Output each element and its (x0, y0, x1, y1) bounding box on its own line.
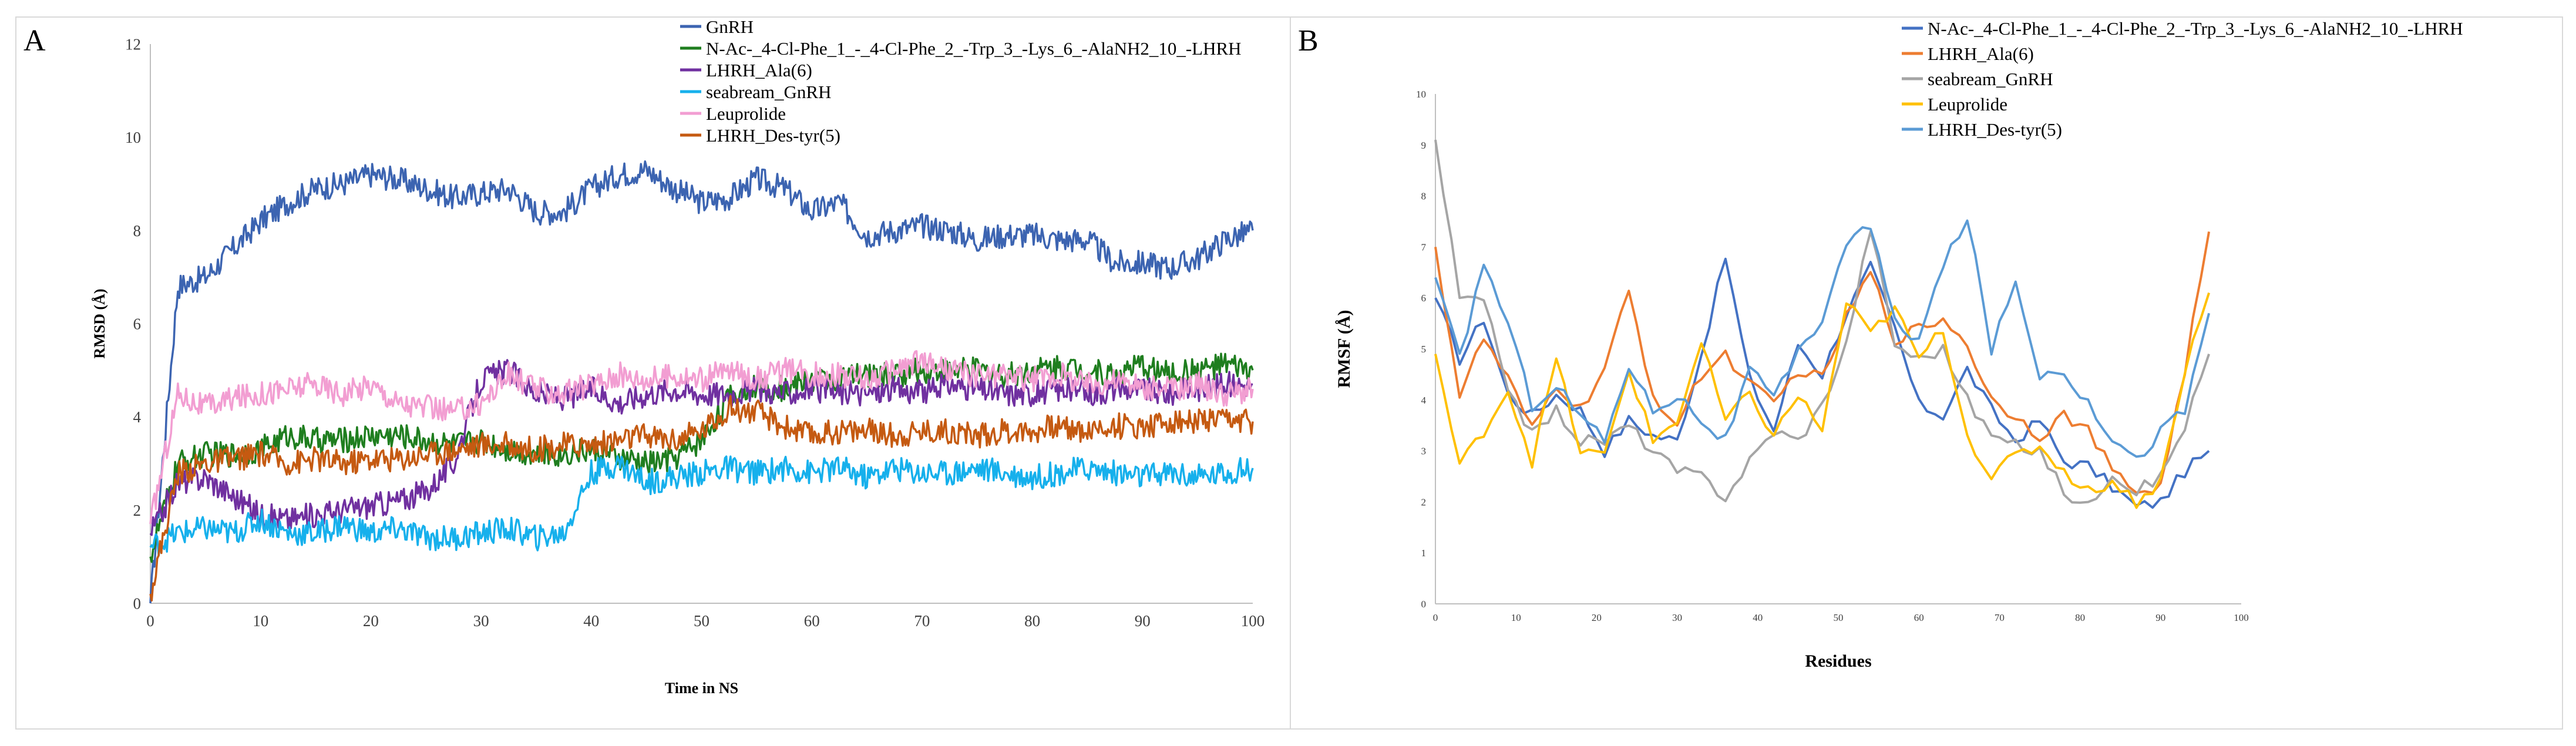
x-tick-label: 50 (694, 612, 709, 630)
x-tick-label: 90 (1135, 612, 1151, 630)
x-axis-label: Residues (1805, 651, 1871, 671)
y-tick-label: 5 (1421, 344, 1427, 355)
x-tick-label: 0 (146, 612, 154, 630)
rmsf-chart: 0 10 20 30 40 50 60 70 80 90 100 0 1 2 3 4 5 6 7 8 9 10 Residu… (1334, 18, 2463, 671)
x-axis-label: Time in NS (665, 680, 738, 697)
y-tick-label: 2 (133, 502, 142, 519)
x-tick-label: 30 (1672, 612, 1682, 623)
series-line-seabream-gnrh (149, 455, 1254, 557)
x-tick-label: 10 (1511, 612, 1521, 623)
x-tick-label: 60 (1914, 612, 1924, 623)
y-tick-label: 4 (133, 408, 142, 426)
y-tick-label: 4 (1421, 395, 1427, 406)
x-tick-label: 70 (914, 612, 930, 630)
series-line-leuprolide (149, 350, 1254, 525)
y-tick-label: 7 (1421, 241, 1427, 253)
legend-entry: seabream_GnRH (1928, 69, 2053, 89)
series-line-n-ac-4-cl-phe-1-4-cl-phe-2-trp-3-lys-6-alanh2-10-lhrh (149, 352, 1254, 563)
legend-entry: N-Ac-_4-Cl-Phe_1_-_4-Cl-Phe_2_-Trp_3_-Ly… (706, 38, 1242, 59)
x-tick-label: 40 (1753, 612, 1763, 623)
legend-entry: seabream_GnRH (706, 82, 832, 102)
y-tick-label: 8 (1421, 191, 1427, 202)
series-line-lhrh-ala-6- (1434, 231, 2211, 494)
series-line-gnrh (149, 160, 1254, 604)
x-tick-label: 100 (2234, 612, 2249, 623)
x-tick-label: 20 (1592, 612, 1602, 623)
x-tick-label: 90 (2155, 612, 2165, 623)
legend-entry: LHRH_Ala(6) (706, 60, 812, 80)
panel-a: A 0 10 20 30 40 50 60 70 80 90 100 0 2 4 6 8 10 12 Time in… (15, 16, 1291, 730)
x-tick-label: 80 (1024, 612, 1040, 630)
panel-b: B 0 10 20 30 40 50 60 70 80 90 100 0 1 2 3 4 5 6 7 8 9 10 Resi… (1290, 16, 2563, 730)
y-tick-label: 0 (133, 594, 142, 612)
x-tick-label: 10 (253, 612, 268, 630)
y-tick-label: 12 (125, 35, 141, 53)
y-tick-label: 0 (1421, 599, 1427, 610)
x-tick-label: 80 (2075, 612, 2085, 623)
y-tick-label: 1 (1421, 547, 1427, 559)
y-axis-label: RMSF (Å) (1334, 310, 1354, 388)
rmsd-chart: 0 10 20 30 40 50 60 70 80 90 100 0 2 4 6 8 10 12 Time in N… (91, 18, 1265, 697)
y-tick-label: 2 (1421, 496, 1427, 508)
y-tick-label: 6 (133, 315, 142, 332)
x-tick-label: 50 (1834, 612, 1844, 623)
series-line-leuprolide (1434, 292, 2211, 509)
panel-label-b: B (1298, 24, 1319, 58)
x-tick-label: 60 (804, 612, 820, 630)
y-tick-label: 3 (1421, 446, 1427, 457)
legend-entry: LHRH_Des-tyr(5) (706, 125, 840, 146)
x-tick-label: 20 (363, 612, 379, 630)
y-tick-label: 10 (125, 129, 141, 146)
legend-entry: N-Ac-_4-Cl-Phe_1_-_4-Cl-Phe_2_-Trp_3_-Ly… (1928, 18, 2463, 39)
x-tick-label: 70 (1995, 612, 2005, 623)
x-tick-label: 40 (583, 612, 599, 630)
legend-entry: Leuprolide (706, 103, 786, 124)
y-tick-label: 10 (1416, 89, 1426, 100)
series-line-n-ac-4-cl-phe-1-4-cl-phe-2-trp-3-lys-6-alanh2-10-lhrh (1434, 257, 2210, 509)
legend-entry: LHRH_Ala(6) (1928, 43, 2034, 64)
y-axis-label: RMSD (Å) (91, 288, 108, 358)
panel-label-a: A (23, 24, 46, 58)
y-tick-label: 8 (133, 222, 142, 240)
legend-entry: Leuprolide (1928, 94, 2007, 115)
series-line-lhrh-des-tyr-5- (149, 395, 1254, 602)
x-tick-label: 30 (473, 612, 489, 630)
series-line-lhrh-ala-6- (149, 359, 1253, 536)
x-tick-label: 100 (1241, 612, 1265, 630)
legend-entry: LHRH_Des-tyr(5) (1928, 119, 2062, 140)
series-line-seabream-gnrh (1434, 139, 2210, 504)
y-tick-label: 9 (1421, 140, 1427, 151)
legend-entry: GnRH (706, 18, 754, 37)
series-line-lhrh-des-tyr-5- (1434, 219, 2211, 458)
y-tick-label: 6 (1421, 293, 1427, 304)
x-tick-label: 0 (1433, 612, 1438, 623)
